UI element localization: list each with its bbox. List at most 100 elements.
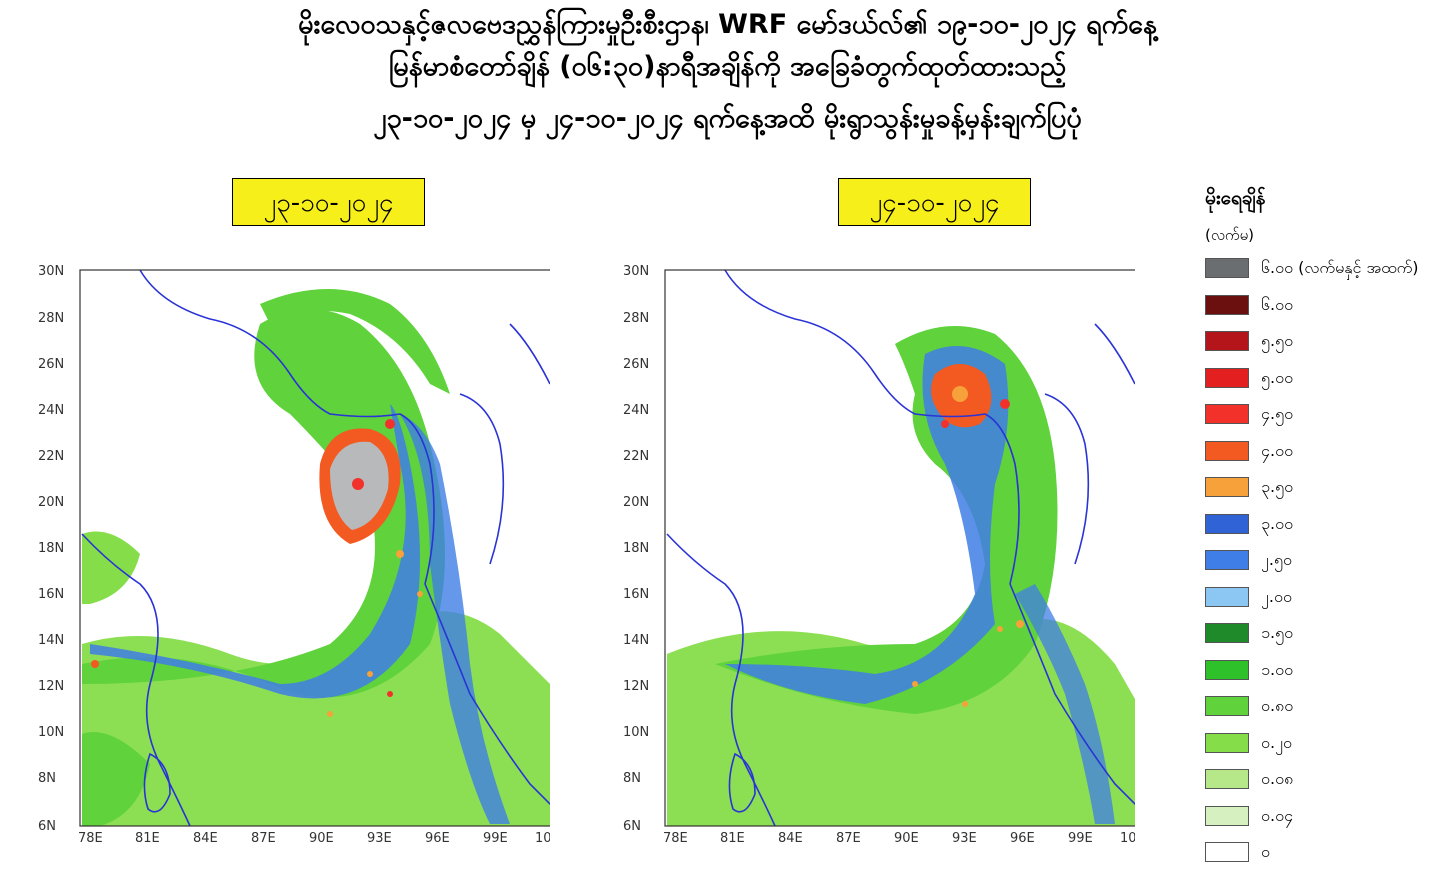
lat-axis-right: 30N 28N 26N 24N 22N 20N 18N 16N 14N 12N … (623, 264, 649, 834)
legend-swatch (1205, 440, 1249, 461)
lat-label: 16N (38, 587, 64, 602)
legend-label: ၀.၈၀ (1261, 696, 1294, 715)
legend-swatch (1205, 805, 1249, 826)
lon-label: 96E (425, 831, 450, 844)
legend-swatch (1205, 550, 1249, 570)
legend-item: ၁.၅၀ (1205, 623, 1450, 645)
lat-label: 24N (38, 403, 64, 418)
legend-swatch (1205, 404, 1249, 424)
lon-label: 81E (720, 831, 745, 844)
rainfall-field-right (667, 326, 1155, 826)
legend-item: ၀.၂၀ (1205, 732, 1450, 755)
legend-item: ၆.၀၀ (လက်မနှင့် အထက်) (1205, 258, 1450, 280)
coastline-left (81, 269, 571, 827)
legend-item: ၃.၀၀ (1205, 513, 1450, 536)
legend-item: ၀ (1205, 842, 1450, 864)
legend-item: ၄.၅၀ (1205, 404, 1450, 426)
legend-label: ၂.၀၀ (1261, 586, 1292, 606)
legend-label: ၀.၀၄ (1261, 805, 1294, 825)
legend-swatch (1205, 659, 1249, 680)
lat-label: 6N (623, 819, 641, 834)
lon-label: 87E (836, 831, 861, 844)
legend-item: ၁.၀၀ (1205, 659, 1450, 682)
lat-label: 24N (623, 403, 649, 418)
lon-label: 84E (778, 831, 803, 844)
lon-label: 81E (135, 831, 160, 844)
lat-label: 28N (38, 311, 64, 326)
legend-swatch (1205, 477, 1249, 497)
legend-swatch (1205, 732, 1249, 753)
lat-label: 22N (38, 449, 64, 464)
lon-label: 102E (1120, 831, 1135, 844)
legend-item: ၀.၈၀ (1205, 696, 1450, 718)
map-date-right: ၂၄-၁၀-၂၀၂၄ (838, 178, 1031, 226)
lat-label: 12N (623, 679, 649, 694)
legend-unit: (လက်မ) (1205, 226, 1255, 244)
rainfall-map-right-svg: 30N 28N 26N 24N 22N 20N 18N 16N 14N 12N … (623, 264, 1166, 846)
legend-label: ၆.၀၀ (လက်မနှင့် အထက်) (1261, 258, 1419, 277)
lat-label: 10N (623, 725, 649, 740)
legend-label: ၆.၀၀ (1261, 294, 1294, 314)
legend-item: ၃.၅၀ (1205, 477, 1450, 499)
legend-swatch (1205, 842, 1249, 862)
lat-label: 26N (623, 357, 649, 372)
legend-label: ၀.၀၈ (1261, 769, 1294, 788)
lat-label: 30N (623, 264, 649, 279)
lon-label: 90E (309, 831, 334, 844)
legend-label: ၁.၅၀ (1261, 623, 1294, 642)
legend-swatch (1205, 331, 1249, 351)
legend-item: ၀.၀၈ (1205, 769, 1450, 791)
legend-label: ၄.၀၀ (1261, 440, 1294, 460)
lat-label: 20N (623, 495, 649, 510)
lon-label: 78E (663, 831, 688, 844)
lat-label: 14N (623, 633, 649, 648)
lat-label: 18N (38, 541, 64, 556)
legend-swatch (1205, 513, 1249, 534)
lon-label: 93E (952, 831, 977, 844)
rainfall-map-left-svg: 30N 28N 26N 24N 22N 20N 18N 16N 14N 12N … (38, 264, 581, 846)
legend-item: ၀.၀၄ (1205, 805, 1450, 828)
rainfall-map-left: 30N 28N 26N 24N 22N 20N 18N 16N 14N 12N … (30, 264, 581, 846)
legend-swatch (1205, 623, 1249, 643)
legend-title: မိုးရေချိန် (1205, 187, 1266, 209)
lon-label: 87E (251, 831, 276, 844)
lon-label: 99E (483, 831, 508, 844)
legend-label: ၃.၀၀ (1261, 513, 1294, 533)
coastline-right (666, 269, 1156, 827)
legend-item: ၆.၀၀ (1205, 294, 1450, 317)
lat-label: 6N (38, 819, 56, 834)
legend-swatch (1205, 367, 1249, 388)
lon-axis-left: 78E 81E 84E 87E 90E 93E 96E 99E 102E (78, 831, 568, 846)
lat-label: 26N (38, 357, 64, 372)
title-line-2: မြန်မာစံတော်ချိန် (၀၆:၃၀)နာရီအချိန်ကို အ… (388, 51, 1067, 82)
legend-label: ၃.၅၀ (1261, 477, 1294, 496)
lat-label: 18N (623, 541, 649, 556)
lon-axis-right: 78E 81E 84E 87E 90E 93E 96E 99E 102E (663, 831, 1153, 846)
legend-item: ၄.၀၀ (1205, 440, 1450, 463)
legend-label: ၅.၀၀ (1261, 367, 1294, 387)
lon-label: 78E (78, 831, 103, 844)
lat-label: 16N (623, 587, 649, 602)
legend-label: ၀ (1261, 842, 1270, 861)
legend-label: ၂.၅၀ (1261, 550, 1292, 569)
lon-label: 93E (367, 831, 392, 844)
lon-label: 84E (193, 831, 218, 844)
legend-item: ၂.၅၀ (1205, 550, 1450, 572)
lat-label: 10N (38, 725, 64, 740)
legend-label: ၅.၅၀ (1261, 331, 1294, 350)
legend-item: ၅.၅၀ (1205, 331, 1450, 353)
legend-label: ၄.၅၀ (1261, 404, 1294, 423)
title-line-3: ၂၃-၁၀-၂၀၂၄ မှ ၂၄-၁၀-၂၀၂၄ ရက်နေ့အထိ မိုးရ… (373, 103, 1082, 134)
lon-label: 102E (535, 831, 550, 844)
lat-label: 20N (38, 495, 64, 510)
legend-swatch (1205, 586, 1249, 607)
lat-label: 12N (38, 679, 64, 694)
lon-label: 96E (1010, 831, 1035, 844)
lat-label: 8N (38, 771, 56, 786)
rainfall-field-left (82, 289, 550, 826)
lat-axis-left: 30N 28N 26N 24N 22N 20N 18N 16N 14N 12N … (38, 264, 64, 834)
lon-label: 99E (1068, 831, 1093, 844)
legend-swatch (1205, 696, 1249, 716)
legend-item: ၂.၀၀ (1205, 586, 1450, 609)
lat-label: 30N (38, 264, 64, 279)
